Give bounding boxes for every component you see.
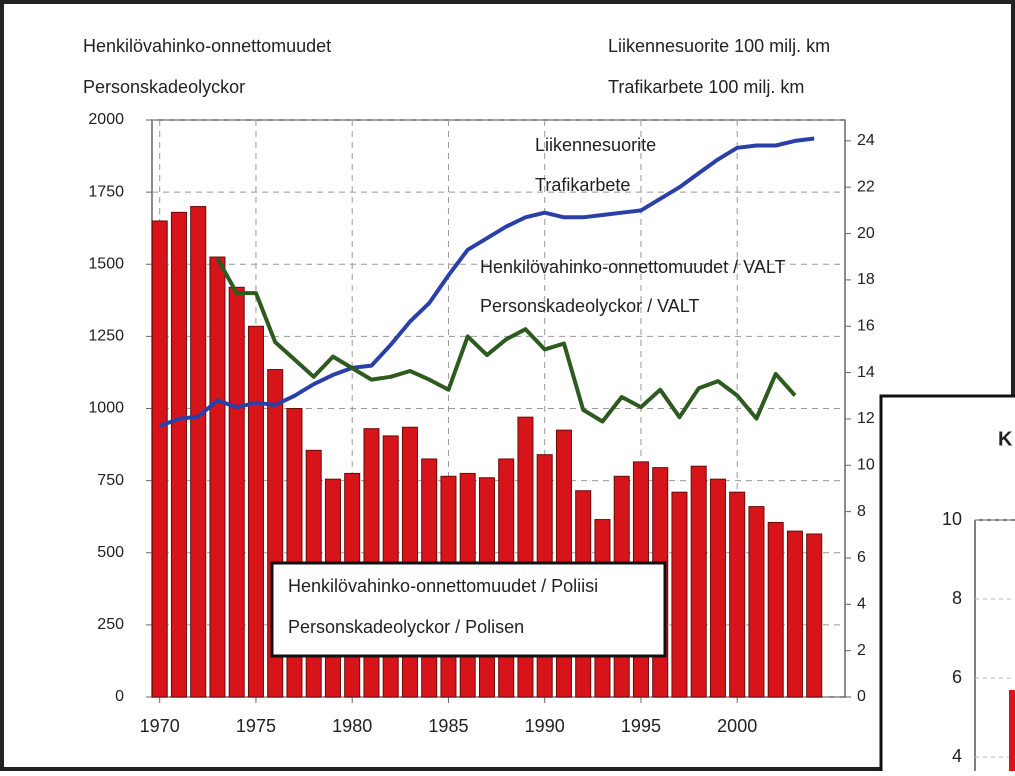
x-tick-label: 1995 [621, 716, 661, 736]
y2-tick-label: 20 [857, 225, 875, 242]
y-tick-label: 1750 [88, 183, 124, 200]
series-label: Trafikarbete [535, 175, 630, 195]
legend-label: Personskadeolyckor / Polisen [288, 617, 524, 637]
y2-tick-label: 4 [857, 596, 866, 613]
x-tick-label: 1980 [332, 716, 372, 736]
bar [170, 211, 187, 698]
bar [151, 220, 168, 698]
series-label: Personskadeolyckor / VALT [480, 296, 699, 316]
series-label: Liikennesuorite [535, 135, 656, 155]
y-tick-label: 1250 [88, 328, 124, 345]
x-tick-label: 1985 [428, 716, 468, 736]
x-tick-label: 2000 [717, 716, 757, 736]
legend-label: Henkilövahinko-onnettomuudet / Poliisi [288, 576, 598, 596]
y-tick-label: 500 [97, 544, 124, 561]
y2-tick-label: 8 [857, 503, 866, 520]
bar [209, 256, 226, 698]
x-tick-label: 1990 [525, 716, 565, 736]
y-tick-label: 1000 [88, 400, 124, 417]
bar [748, 506, 765, 698]
y-tick-label: 250 [97, 616, 124, 633]
bar [190, 206, 207, 698]
line [159, 136, 815, 428]
bar [671, 491, 688, 698]
y-tick-label: 4 [952, 746, 962, 766]
y-tick-label: 0 [115, 688, 124, 705]
y2-tick-label: 0 [857, 688, 866, 705]
y2-tick-label: 12 [857, 410, 875, 427]
y-axis-title: Henkilövahinko-onnettomuudet [83, 36, 331, 56]
y2-tick-label: 16 [857, 317, 875, 334]
y-tick-label: 750 [97, 472, 124, 489]
x-tick-label: 1975 [236, 716, 276, 736]
legend-box [270, 561, 667, 658]
series-label: Henkilövahinko-onnettomuudet / VALT [480, 257, 786, 277]
y2-tick-label: 24 [857, 132, 875, 149]
bar [709, 478, 726, 698]
y2-axis-title: Liikennesuorite 100 milj. km [608, 36, 830, 56]
y2-tick-label: 14 [857, 364, 875, 381]
line [215, 257, 797, 424]
bar [247, 325, 264, 698]
y2-tick-label: 6 [857, 549, 866, 566]
chart-title: K [998, 428, 1013, 450]
y-axis-title: Personskadeolyckor [83, 77, 245, 97]
y2-tick-label: 10 [857, 456, 875, 473]
bar [786, 530, 803, 698]
y-tick-label: 2000 [88, 111, 124, 128]
bar [690, 465, 707, 698]
y-tick-label: 6 [952, 667, 962, 687]
bar [767, 521, 784, 698]
y-tick-label: 1500 [88, 255, 124, 272]
y-tick-label: 8 [952, 588, 962, 608]
bar [729, 491, 746, 698]
y2-axis-title: Trafikarbete 100 milj. km [608, 77, 804, 97]
y2-tick-label: 22 [857, 178, 875, 195]
bar [1009, 689, 1015, 771]
y2-tick-label: 18 [857, 271, 875, 288]
bar [228, 286, 245, 698]
y2-tick-label: 2 [857, 642, 866, 659]
y-tick-label: 10 [942, 509, 962, 529]
inset-frame [879, 394, 1015, 776]
bar [806, 533, 823, 698]
x-tick-label: 1970 [140, 716, 180, 736]
